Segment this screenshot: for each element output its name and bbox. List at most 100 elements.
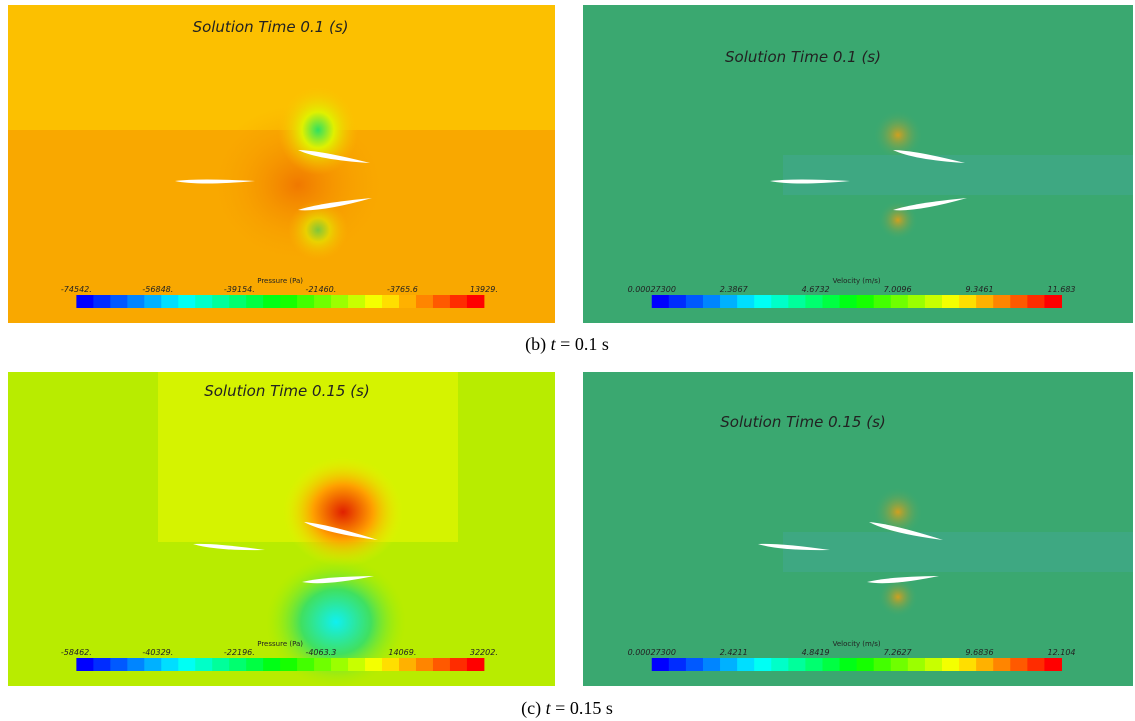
colorbar-segment bbox=[874, 295, 892, 308]
colorbar-segment bbox=[788, 295, 806, 308]
colorbar-segment bbox=[127, 658, 144, 671]
colorbar-segment bbox=[93, 658, 110, 671]
colorbar-tick-label: 9.3461 bbox=[966, 285, 994, 294]
colorbar-tick-label: -39154. bbox=[224, 285, 255, 294]
colorbar-segment bbox=[669, 658, 687, 671]
colorbar-segment bbox=[993, 295, 1011, 308]
colorbar-segment bbox=[110, 658, 127, 671]
colorbar-segment bbox=[229, 658, 246, 671]
colorbar-segment bbox=[686, 658, 704, 671]
colorbar-segment bbox=[942, 658, 960, 671]
colorbar-segment bbox=[76, 658, 93, 671]
colorbar-segment bbox=[857, 658, 875, 671]
colorbar-segment bbox=[703, 295, 721, 308]
colorbar-segment bbox=[754, 658, 772, 671]
colorbar-tick-label: -22196. bbox=[224, 648, 255, 657]
colorbar-segment bbox=[703, 658, 721, 671]
colorbar-segment bbox=[127, 295, 144, 308]
colorbar-segment bbox=[976, 295, 994, 308]
colorbar-segment bbox=[959, 295, 977, 308]
colorbar-segment bbox=[246, 658, 263, 671]
colorbar-tick-label: 13929. bbox=[470, 285, 498, 294]
colorbar-segment bbox=[1027, 295, 1045, 308]
colorbar-segment bbox=[399, 658, 416, 671]
colorbar-segment bbox=[874, 658, 892, 671]
colorbar-tick-label: 0.00027300 bbox=[628, 285, 676, 294]
colorbar-segment bbox=[433, 658, 450, 671]
contour-panel: Solution Time 0.15 (s)Velocity (m/s)0.00… bbox=[583, 372, 1133, 686]
colorbar-segment bbox=[754, 295, 772, 308]
colorbar-segment bbox=[161, 658, 178, 671]
colorbar-segment bbox=[720, 295, 738, 308]
colorbar-segment bbox=[246, 295, 263, 308]
colorbar-segment bbox=[908, 658, 926, 671]
caption-label: (b) bbox=[525, 334, 546, 355]
colorbar-segment bbox=[399, 295, 416, 308]
colorbar-segment bbox=[348, 295, 365, 308]
contour-panel: Solution Time 0.1 (s)Pressure (Pa)-74542… bbox=[8, 5, 555, 323]
colorbar-segment bbox=[669, 295, 687, 308]
contour-panel: Solution Time 0.1 (s)Velocity (m/s)0.000… bbox=[583, 5, 1133, 323]
colorbar-segment bbox=[178, 658, 195, 671]
colorbar-tick-label: 2.4211 bbox=[720, 648, 748, 657]
colorbar-segment bbox=[652, 658, 670, 671]
colorbar-segment bbox=[993, 658, 1011, 671]
contour-panel: Solution Time 0.15 (s)Pressure (Pa)-5846… bbox=[8, 372, 555, 687]
colorbar-segment bbox=[1010, 658, 1028, 671]
colorbar-segment bbox=[229, 295, 246, 308]
colorbar-segment bbox=[771, 658, 789, 671]
colorbar-segment bbox=[144, 295, 161, 308]
colorbar-segment bbox=[195, 658, 212, 671]
panel-title: Solution Time 0.15 (s) bbox=[720, 413, 886, 431]
colorbar-segment bbox=[331, 658, 348, 671]
colorbar-segment bbox=[433, 295, 450, 308]
colorbar-segment bbox=[348, 658, 365, 671]
colorbar-segment bbox=[737, 658, 755, 671]
colorbar-segment bbox=[467, 295, 484, 308]
colorbar-segment bbox=[942, 295, 960, 308]
colorbar-segment bbox=[297, 295, 314, 308]
colorbar-tick-label: -58462. bbox=[61, 648, 92, 657]
colorbar-tick-label: 9.6836 bbox=[966, 648, 994, 657]
colorbar-segment bbox=[840, 295, 858, 308]
colorbar-title: Pressure (Pa) bbox=[257, 277, 303, 285]
colorbar-segment bbox=[925, 658, 943, 671]
colorbar-segment bbox=[822, 295, 840, 308]
colorbar-tick-label: 14069. bbox=[388, 648, 416, 657]
caption-text: (b) t = 0.1 s bbox=[525, 334, 609, 355]
colorbar-tick-label: 2.3867 bbox=[720, 285, 749, 294]
colorbar-segment bbox=[891, 658, 909, 671]
colorbar-segment bbox=[280, 658, 297, 671]
colorbar-segment bbox=[1044, 658, 1062, 671]
colorbar-segment bbox=[314, 295, 331, 308]
colorbar-segment bbox=[891, 295, 909, 308]
colorbar-tick-label: 4.6732 bbox=[802, 285, 830, 294]
caption-text: (c) t = 0.15 s bbox=[521, 698, 613, 719]
caption-label: (c) bbox=[521, 698, 541, 719]
colorbar-segment bbox=[1044, 295, 1062, 308]
caption-value: = 0.1 s bbox=[560, 334, 609, 354]
colorbar-tick-label: 0.00027300 bbox=[628, 648, 676, 657]
colorbar-tick-label: 11.683 bbox=[1048, 285, 1076, 294]
colorbar-title: Pressure (Pa) bbox=[257, 640, 303, 648]
colorbar-segment bbox=[959, 658, 977, 671]
colorbar-segment bbox=[382, 295, 399, 308]
colorbar-segment bbox=[263, 658, 280, 671]
panel-title: Solution Time 0.1 (s) bbox=[193, 18, 349, 36]
colorbar-tick-label: -56848. bbox=[142, 285, 173, 294]
colorbar-tick-label: 7.2627 bbox=[884, 648, 913, 657]
colorbar-segment bbox=[857, 295, 875, 308]
colorbar-tick-label: -3765.6 bbox=[387, 285, 418, 294]
colorbar-segment bbox=[805, 658, 823, 671]
colorbar-segment bbox=[212, 658, 229, 671]
colorbar-segment bbox=[297, 658, 314, 671]
pressure-blob bbox=[283, 457, 403, 567]
colorbar-segment bbox=[212, 295, 229, 308]
colorbar-segment bbox=[280, 295, 297, 308]
colorbar-segment bbox=[788, 658, 806, 671]
colorbar-segment bbox=[976, 658, 994, 671]
colorbar-segment bbox=[686, 295, 704, 308]
colorbar-segment bbox=[771, 295, 789, 308]
caption-variable: t bbox=[551, 334, 557, 354]
colorbar-segment bbox=[144, 658, 161, 671]
